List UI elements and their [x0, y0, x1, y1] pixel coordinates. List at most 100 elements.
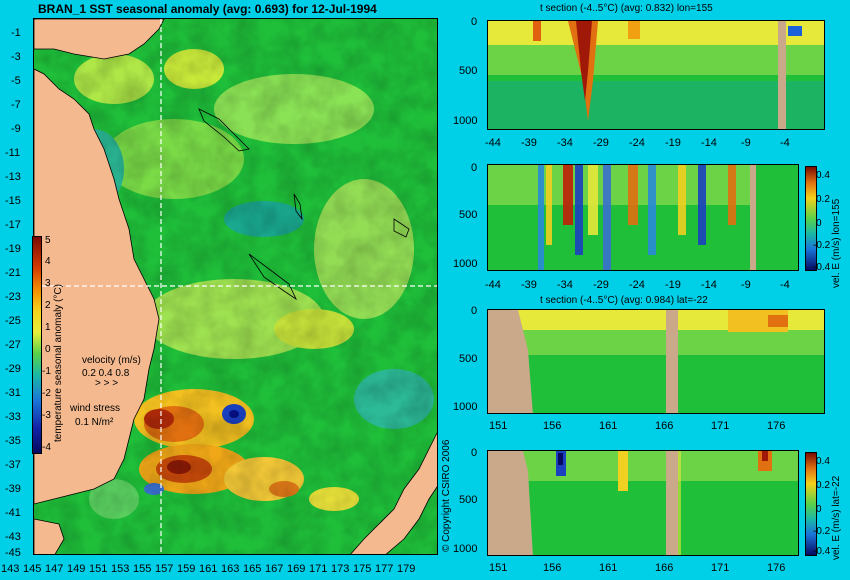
y-label: 500	[459, 494, 478, 506]
colorbar-tick: 2	[45, 300, 51, 311]
panel-3-title: t section (-4..5°C) (avg: 0.984) lat=-22	[540, 295, 708, 306]
colorbar-tick: 0.2	[816, 480, 830, 491]
lat-label: -9	[11, 123, 21, 135]
new-zealand-land	[350, 432, 437, 554]
x-label: -34	[557, 279, 573, 291]
y-label: 1000	[453, 543, 478, 555]
x-label: 176	[767, 562, 786, 574]
solomon-islands	[198, 108, 250, 152]
lat-label: -1	[11, 27, 21, 39]
lon-label: 175	[353, 563, 372, 575]
x-label: -9	[741, 279, 751, 291]
tasmania-land	[34, 518, 65, 554]
lon-label: 167	[265, 563, 284, 575]
lat-label: -41	[5, 507, 21, 519]
x-label: 156	[543, 420, 562, 432]
lon-label: 163	[221, 563, 240, 575]
x-label: -9	[741, 137, 751, 149]
lat-label: -19	[5, 243, 21, 255]
panel-4-side-label: vel. E (m/s) lat=-22	[831, 475, 842, 560]
x-label: 171	[711, 562, 730, 574]
panel-2-colorbar	[805, 166, 817, 271]
lon-label: 179	[397, 563, 416, 575]
y-label: 500	[459, 65, 478, 77]
y-label: 0	[471, 447, 478, 459]
panel-1-section[interactable]	[487, 20, 825, 130]
x-label: -4	[780, 137, 790, 149]
colorbar-tick: 0	[45, 344, 51, 355]
lat-label: -33	[5, 411, 21, 423]
colorbar-tick: -1	[42, 366, 51, 377]
x-label: 166	[655, 420, 674, 432]
australia-land	[34, 68, 160, 505]
y-label: 0	[471, 305, 478, 317]
lat-label: -17	[5, 219, 21, 231]
lon-label: 147	[45, 563, 64, 575]
colorbar-tick: 4	[45, 256, 51, 267]
lat-label: -35	[5, 435, 21, 447]
lat-label: -39	[5, 483, 21, 495]
colorbar-tick: 0	[816, 504, 822, 515]
lat-label: -45	[5, 547, 21, 559]
panel-2-section[interactable]	[487, 164, 799, 271]
x-label: -14	[701, 137, 717, 149]
x-label: -44	[485, 279, 501, 291]
x-label: -39	[521, 279, 537, 291]
lon-label: 155	[133, 563, 152, 575]
y-label: 1000	[453, 401, 478, 413]
x-label: 171	[711, 420, 730, 432]
y-label: 0	[471, 16, 478, 28]
x-label: -29	[593, 137, 609, 149]
x-label: -39	[521, 137, 537, 149]
x-label: -4	[780, 279, 790, 291]
panel-3-section[interactable]	[487, 309, 825, 414]
y-label: 1000	[453, 115, 478, 127]
y-label: 500	[459, 353, 478, 365]
lat-label: -13	[5, 171, 21, 183]
x-label: 161	[599, 562, 618, 574]
lon-label: 143	[1, 563, 20, 575]
x-label: -14	[701, 279, 717, 291]
map-title: BRAN_1 SST seasonal anomaly (avg: 0.693)…	[38, 2, 377, 16]
lat-label: -5	[11, 75, 21, 87]
panel-4-section[interactable]	[487, 450, 799, 556]
y-label: 1000	[453, 258, 478, 270]
colorbar-tick: 0.4	[816, 170, 830, 181]
lat-label: -21	[5, 267, 21, 279]
map-colorbar	[32, 236, 42, 454]
colorbar-label: temperature seasonal anomaly (°C)	[53, 284, 64, 442]
new-caledonia	[248, 253, 297, 301]
lon-label: 171	[309, 563, 328, 575]
sst-anomaly-map[interactable]	[33, 18, 438, 555]
lat-label: -37	[5, 459, 21, 471]
copyright-text: © Copyright CSIRO 2006	[441, 439, 452, 552]
colorbar-tick: -4	[42, 442, 51, 453]
panel-4-colorbar	[805, 452, 817, 556]
colorbar-tick: 0	[816, 218, 822, 229]
colorbar-tick: -0.4	[813, 546, 831, 557]
x-label: -24	[629, 137, 645, 149]
lat-label: -3	[11, 51, 21, 63]
colorbar-tick: 5	[45, 235, 51, 246]
lat-label: -43	[5, 531, 21, 543]
lon-label: 165	[243, 563, 262, 575]
colorbar-tick: -0.4	[813, 262, 831, 273]
velocity-label: velocity (m/s)	[82, 355, 141, 366]
x-label: 176	[767, 420, 786, 432]
x-label: -24	[629, 279, 645, 291]
lat-label: -23	[5, 291, 21, 303]
panel-1-title: t section (-4..5°C) (avg: 0.832) lon=155	[540, 3, 713, 14]
x-label: 156	[543, 562, 562, 574]
x-label: -19	[665, 137, 681, 149]
x-label: -29	[593, 279, 609, 291]
lon-label: 145	[23, 563, 42, 575]
colorbar-tick: 1	[45, 322, 51, 333]
lon-label: 169	[287, 563, 306, 575]
x-label: 161	[599, 420, 618, 432]
lat-label: -25	[5, 315, 21, 327]
lat-label: -27	[5, 339, 21, 351]
colorbar-tick: -0.2	[813, 240, 831, 251]
colorbar-tick: -3	[42, 410, 51, 421]
colorbar-tick: 0.2	[816, 194, 830, 205]
y-label: 500	[459, 209, 478, 221]
